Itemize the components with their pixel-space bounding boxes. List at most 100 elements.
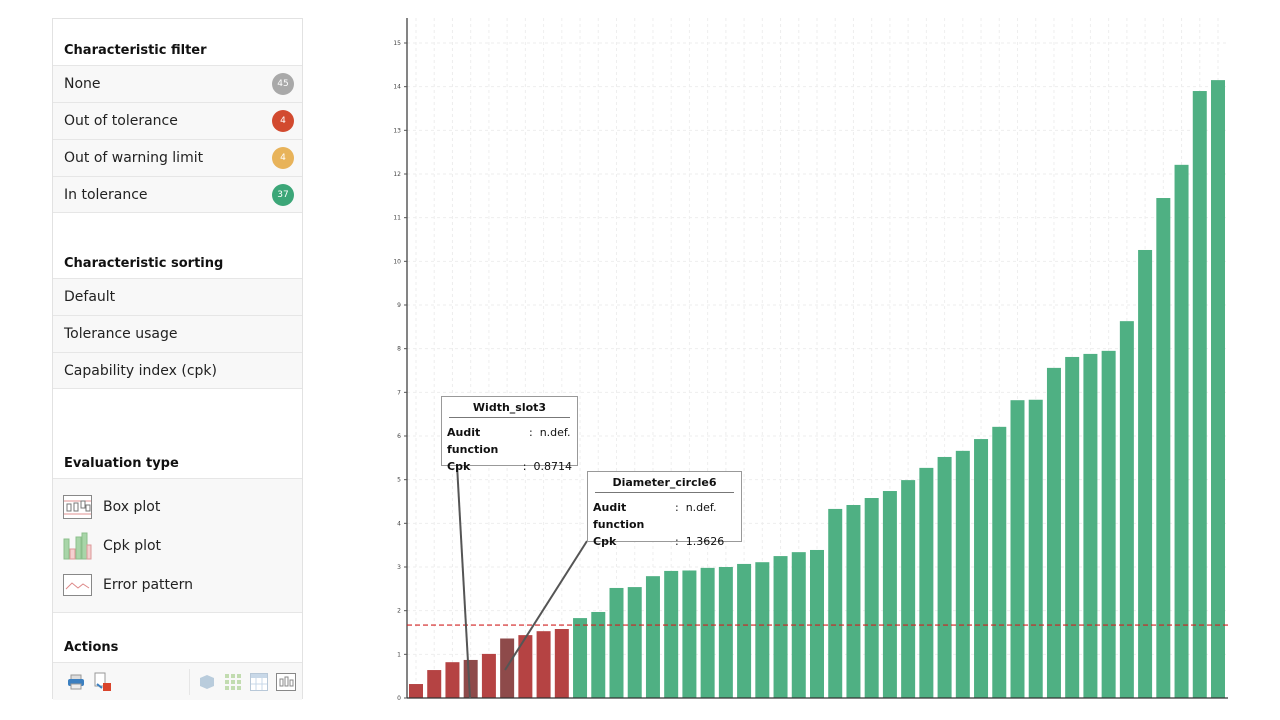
bar[interactable] [810, 549, 824, 698]
bar[interactable] [846, 504, 861, 698]
bar[interactable] [1083, 353, 1098, 698]
sorting-list: Default Tolerance usage Capability index… [53, 278, 302, 389]
bar[interactable] [445, 662, 460, 698]
print-icon[interactable] [67, 674, 85, 690]
y-tick-label: 0 [397, 695, 401, 702]
y-tick-label: 15 [393, 40, 401, 47]
bar[interactable] [1010, 400, 1025, 698]
table-icon[interactable] [250, 672, 268, 691]
bar[interactable] [1046, 367, 1061, 698]
bar[interactable] [791, 552, 806, 698]
bar[interactable] [409, 684, 423, 698]
tooltip-title: Diameter_circle6 [595, 476, 734, 493]
y-tick-label: 12 [393, 171, 401, 178]
bar[interactable] [554, 629, 569, 698]
filter-out-of-tolerance[interactable]: Out of tolerance 4 [53, 102, 302, 139]
y-tick-label: 14 [393, 84, 401, 91]
sidebar: Characteristic filter None 45 Out of tole… [52, 18, 303, 700]
filter-none[interactable]: None 45 [53, 65, 302, 102]
bar[interactable] [901, 480, 916, 698]
3d-view-icon[interactable] [198, 673, 216, 691]
bar[interactable] [955, 450, 970, 698]
bar[interactable] [1192, 91, 1207, 699]
bar[interactable] [1101, 350, 1116, 698]
sort-cpk[interactable]: Capability index (cpk) [53, 352, 302, 389]
bar[interactable] [627, 587, 642, 698]
filter-title: Characteristic filter [64, 43, 207, 58]
bar[interactable] [1028, 399, 1043, 698]
bar[interactable] [1138, 249, 1153, 699]
bar[interactable] [536, 631, 551, 698]
eval-cpk-plot[interactable]: Cpk plot [53, 526, 302, 565]
y-tick-label: 7 [397, 389, 401, 396]
y-tick-label: 6 [397, 433, 401, 440]
bar[interactable] [919, 467, 934, 698]
bar[interactable] [427, 670, 442, 698]
eval-label: Error pattern [103, 576, 194, 593]
chart-icon[interactable] [276, 672, 296, 691]
sorting-title: Characteristic sorting [64, 256, 224, 271]
bar[interactable] [1119, 321, 1134, 698]
bar[interactable] [737, 563, 752, 698]
evaluation-list: Box plot Cpk plot Error pattern [53, 478, 302, 613]
filter-label: None [64, 76, 101, 92]
box-plot-icon [63, 494, 92, 519]
y-tick-label: 11 [393, 215, 401, 222]
eval-box-plot[interactable]: Box plot [53, 487, 302, 526]
count-badge: 4 [272, 110, 294, 132]
bar[interactable] [937, 456, 952, 698]
bar[interactable] [1174, 164, 1189, 698]
filter-label: Out of warning limit [64, 150, 204, 166]
filter-in-tolerance[interactable]: In tolerance 37 [53, 176, 302, 213]
bar[interactable] [609, 587, 624, 698]
tooltip-title: Width_slot3 [449, 401, 570, 418]
sort-default[interactable]: Default [53, 278, 302, 315]
bar[interactable] [755, 562, 770, 698]
count-badge: 37 [272, 183, 294, 206]
tooltip-width-slot3: Width_slot3 Audit function: n.def. Cpk: … [441, 396, 578, 473]
tooltip-key: Audit function [447, 426, 499, 456]
bar[interactable] [773, 556, 788, 698]
bar[interactable] [1211, 80, 1225, 698]
bar[interactable] [828, 508, 843, 698]
bar[interactable] [573, 618, 588, 698]
filter-label: In tolerance [64, 186, 148, 203]
bar[interactable] [718, 567, 733, 698]
sort-label: Capability index (cpk) [64, 362, 217, 379]
cpk-plot-icon [63, 532, 92, 559]
y-tick-label: 5 [397, 477, 401, 484]
error-pattern-icon [63, 573, 92, 596]
y-tick-label: 10 [393, 258, 401, 265]
tooltip-leader-line [504, 540, 588, 671]
bar[interactable] [682, 570, 697, 698]
bar[interactable] [481, 653, 496, 698]
eval-label: Box plot [103, 498, 161, 515]
tooltip-key: Cpk [447, 460, 471, 473]
toolbar-divider [189, 668, 190, 695]
y-tick-label: 3 [397, 564, 401, 571]
tooltip-key: Cpk [593, 535, 617, 548]
filter-out-of-warning-limit[interactable]: Out of warning limit 4 [53, 139, 302, 176]
export-pdf-icon[interactable] [93, 672, 113, 692]
bar[interactable] [518, 635, 533, 698]
bar[interactable] [1156, 198, 1171, 698]
filter-label: Out of tolerance [64, 113, 178, 129]
bar[interactable] [664, 570, 679, 698]
filter-list: None 45 Out of tolerance 4 Out of warning … [53, 65, 302, 213]
eval-error-pattern[interactable]: Error pattern [53, 565, 302, 604]
bar[interactable] [992, 426, 1007, 698]
grid-icon[interactable] [224, 673, 242, 691]
sort-tolerance-usage[interactable]: Tolerance usage [53, 315, 302, 352]
bar[interactable] [882, 491, 897, 698]
bar[interactable] [645, 576, 660, 698]
bar[interactable] [591, 611, 606, 698]
bar[interactable] [864, 498, 879, 698]
bar[interactable] [700, 567, 715, 698]
bar[interactable] [463, 659, 478, 698]
eval-label: Cpk plot [103, 537, 162, 554]
count-badge: 45 [272, 73, 294, 95]
bar[interactable] [974, 439, 989, 698]
bar[interactable] [1065, 356, 1080, 698]
y-tick-label: 13 [393, 127, 401, 134]
